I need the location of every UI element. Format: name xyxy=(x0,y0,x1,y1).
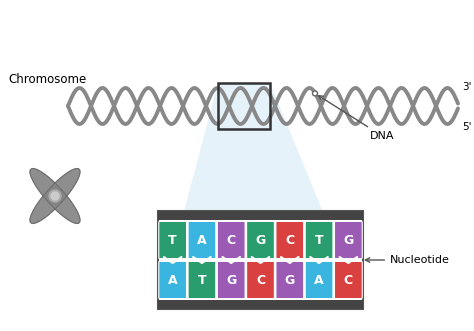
Text: Chromosome: Chromosome xyxy=(8,73,86,86)
Text: C: C xyxy=(344,273,353,287)
Text: C: C xyxy=(285,233,294,247)
FancyBboxPatch shape xyxy=(276,261,304,299)
Text: G: G xyxy=(255,233,265,247)
Text: C: C xyxy=(256,273,265,287)
FancyBboxPatch shape xyxy=(335,221,362,259)
Text: T: T xyxy=(198,273,206,287)
Text: C: C xyxy=(227,233,236,247)
FancyBboxPatch shape xyxy=(335,261,362,299)
Polygon shape xyxy=(30,168,80,223)
FancyBboxPatch shape xyxy=(276,221,304,259)
FancyBboxPatch shape xyxy=(305,221,333,259)
FancyBboxPatch shape xyxy=(159,261,187,299)
Bar xyxy=(158,211,363,309)
Text: T: T xyxy=(168,233,177,247)
Text: G: G xyxy=(343,233,354,247)
FancyBboxPatch shape xyxy=(246,261,274,299)
Polygon shape xyxy=(158,83,363,309)
FancyBboxPatch shape xyxy=(159,221,187,259)
Circle shape xyxy=(51,192,59,200)
Bar xyxy=(218,83,270,129)
FancyBboxPatch shape xyxy=(217,221,245,259)
FancyBboxPatch shape xyxy=(188,261,216,299)
Text: 3': 3' xyxy=(462,82,472,92)
FancyBboxPatch shape xyxy=(246,221,274,259)
Bar xyxy=(158,211,363,220)
FancyBboxPatch shape xyxy=(217,261,245,299)
FancyBboxPatch shape xyxy=(188,221,216,259)
Text: G: G xyxy=(285,273,295,287)
Text: DNA: DNA xyxy=(319,96,394,141)
Text: Nucleotide: Nucleotide xyxy=(365,255,450,265)
Circle shape xyxy=(49,190,61,202)
Bar xyxy=(158,300,363,309)
Text: A: A xyxy=(314,273,324,287)
FancyBboxPatch shape xyxy=(305,261,333,299)
Polygon shape xyxy=(30,168,80,223)
Text: 5': 5' xyxy=(462,122,472,132)
Circle shape xyxy=(312,91,318,96)
Text: T: T xyxy=(315,233,323,247)
Text: A: A xyxy=(168,273,177,287)
Text: A: A xyxy=(197,233,207,247)
Text: G: G xyxy=(226,273,237,287)
